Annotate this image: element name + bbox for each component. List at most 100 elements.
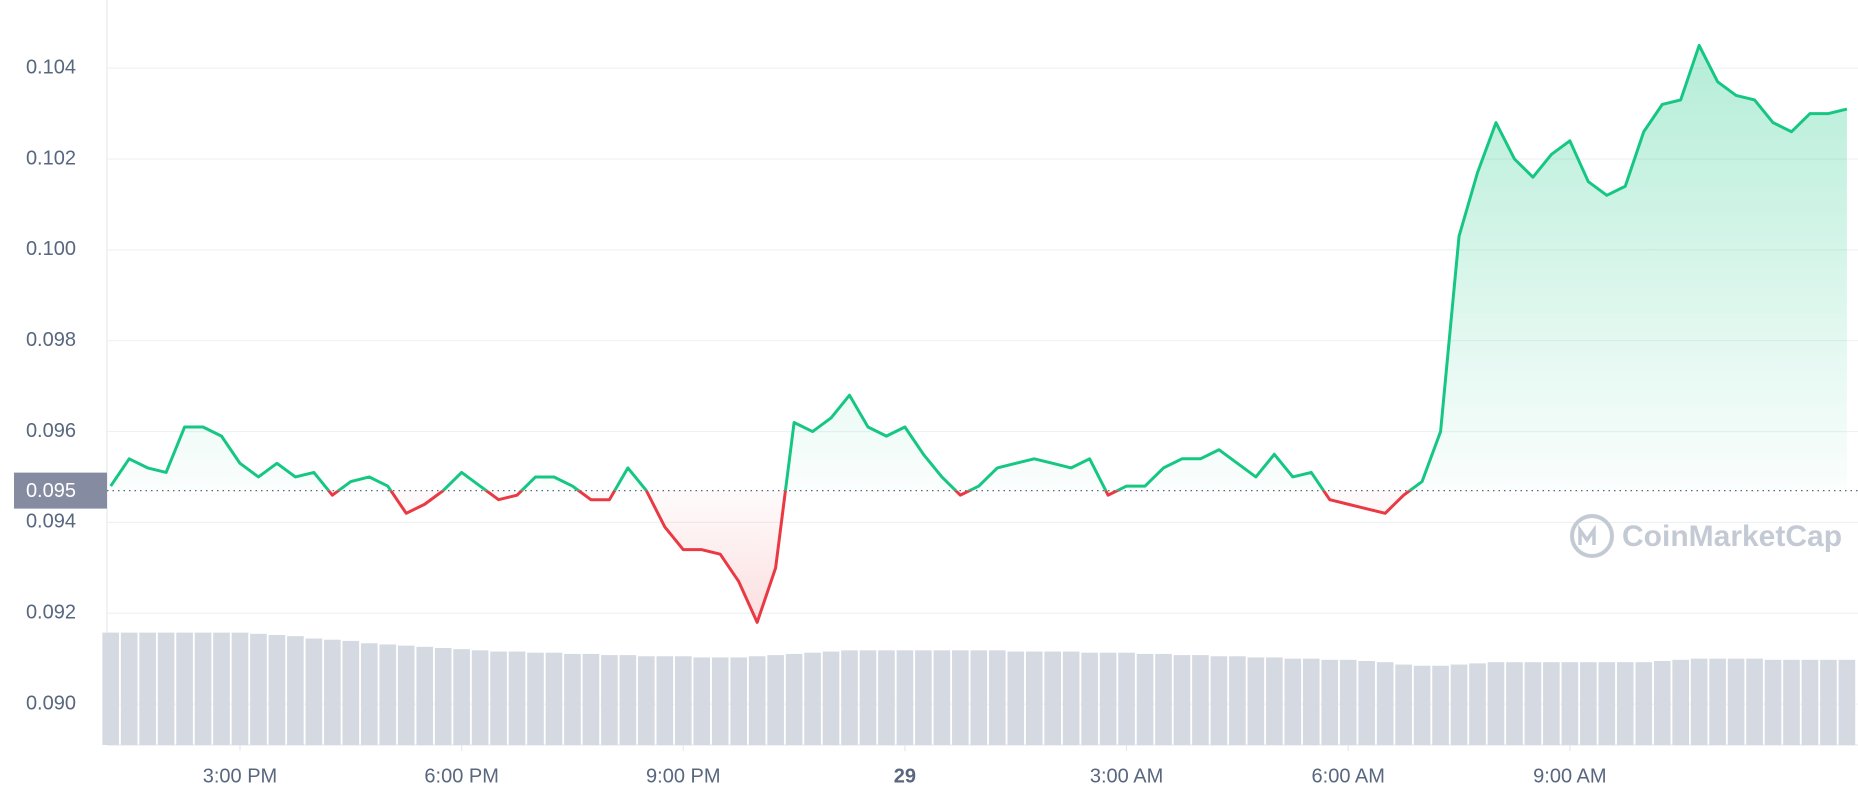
volume-bar: [1690, 658, 1708, 745]
volume-bar: [194, 632, 212, 745]
volume-bar: [933, 650, 951, 745]
volume-bar: [490, 651, 507, 745]
volume-bar: [342, 640, 360, 745]
volume-bar: [1727, 658, 1745, 745]
x-tick-label: 3:00 AM: [1090, 765, 1163, 787]
volume-bar: [1247, 657, 1265, 745]
baseline-label: 0.095: [26, 480, 76, 502]
volume-bar: [471, 650, 489, 745]
volume-bar: [1709, 658, 1726, 745]
x-tick-label: 3:00 PM: [203, 765, 277, 787]
volume-bar: [1025, 651, 1043, 745]
volume-bar: [970, 650, 988, 745]
watermark: CoinMarketCap: [1570, 514, 1842, 558]
volume-bar: [1432, 665, 1449, 745]
volume-bar: [1302, 658, 1320, 745]
volume-bar: [1764, 659, 1782, 745]
volume-bar: [804, 652, 821, 745]
volume-bar: [360, 643, 378, 745]
volume-bar: [1118, 652, 1135, 745]
volume-bar: [1155, 653, 1172, 745]
y-tick-label: 0.100: [26, 238, 76, 260]
volume-bar: [1506, 662, 1523, 745]
volume-bar: [1450, 664, 1468, 745]
volume-bar: [748, 656, 766, 745]
volume-bar: [1339, 659, 1357, 745]
volume-bar: [619, 655, 637, 745]
volume-bar: [1524, 662, 1542, 745]
volume-bar: [1229, 656, 1246, 745]
watermark-logo-mark: [1578, 524, 1596, 545]
price-line-up: [109, 43, 1848, 491]
price-line-down: [326, 490, 1413, 624]
volume-bar: [139, 632, 156, 745]
volume-bar: [1321, 659, 1339, 745]
volume-bar: [545, 652, 563, 745]
watermark-logo: [1570, 514, 1614, 558]
volume-bar: [582, 653, 600, 745]
volume-bar: [120, 632, 138, 745]
volume-bar: [1487, 662, 1505, 745]
volume-bar: [896, 650, 914, 745]
volume-bar: [1210, 656, 1228, 745]
volume-bar: [1580, 662, 1597, 745]
volume-bar: [416, 646, 434, 745]
volume-bar: [674, 656, 692, 745]
volume-bar: [878, 650, 895, 745]
volume-bar: [1561, 662, 1579, 745]
volume-bar: [1062, 651, 1080, 745]
volume-bar: [527, 652, 544, 745]
x-tick-label: 9:00 AM: [1533, 765, 1606, 787]
volume-bar: [711, 657, 729, 745]
volume-bar: [1598, 662, 1616, 745]
volume-bar: [1081, 652, 1098, 745]
y-tick-label: 0.102: [26, 147, 76, 169]
volume-bar: [102, 632, 120, 745]
volume-bar: [1653, 661, 1671, 745]
x-tick-label: 6:00 PM: [424, 765, 498, 787]
price-area-up: [110, 45, 1847, 491]
volume-bar: [1395, 664, 1412, 745]
volume-bar: [952, 650, 969, 745]
volume-bar: [601, 655, 618, 745]
volume-bar: [822, 651, 840, 745]
volume-bar: [785, 653, 803, 745]
x-tick-label: 9:00 PM: [646, 765, 720, 787]
volume-bar: [434, 647, 452, 745]
volume-bar: [1099, 652, 1117, 745]
volume-bar: [1044, 651, 1061, 745]
volume-bar: [1543, 662, 1560, 745]
x-tick-label: 6:00 AM: [1312, 765, 1385, 787]
volume-bar: [305, 638, 323, 745]
volume-bar: [1007, 651, 1025, 745]
volume-bar: [157, 632, 175, 745]
volume-bar: [988, 650, 1006, 745]
volume-bar: [287, 636, 304, 745]
baseline-label-box: [14, 472, 107, 509]
volume-bar: [1413, 665, 1431, 745]
volume-bar: [176, 632, 193, 745]
volume-bar: [1820, 659, 1837, 745]
y-tick-label: 0.092: [26, 602, 76, 624]
volume-bar: [693, 657, 711, 745]
volume-bar: [397, 645, 415, 745]
y-tick-label: 0.098: [26, 329, 76, 351]
volume-bar: [213, 632, 230, 745]
volume-bar: [1376, 662, 1394, 745]
volume-bar: [1266, 657, 1283, 745]
volume-bar: [841, 650, 858, 745]
volume-bar: [379, 644, 397, 745]
volume-bar: [1136, 653, 1154, 745]
volume-bar: [250, 633, 267, 745]
volume-bar: [1635, 662, 1653, 745]
volume-bar: [564, 653, 581, 745]
volume-bar: [1783, 659, 1800, 745]
y-tick-label: 0.090: [26, 692, 76, 714]
volume-bar: [324, 639, 341, 745]
volume-bar: [508, 651, 526, 745]
volume-bar: [1173, 655, 1191, 745]
y-tick-label: 0.094: [26, 511, 76, 533]
volume-bar: [730, 657, 748, 745]
volume-bar: [268, 634, 286, 745]
